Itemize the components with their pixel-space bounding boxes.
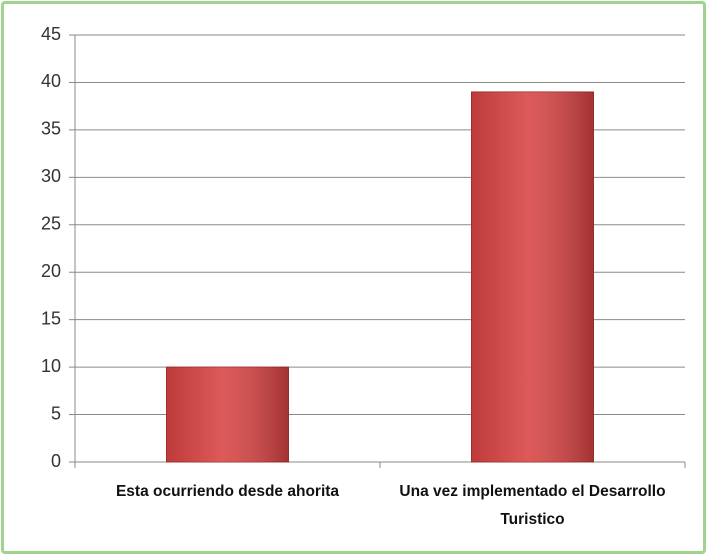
y-tick-label: 15	[41, 308, 61, 328]
y-tick-label: 25	[41, 214, 61, 234]
y-tick-label: 30	[41, 166, 61, 186]
y-tick-label: 10	[41, 356, 61, 376]
x-tick-label: Una vez implementado el Desarrollo Turis…	[399, 483, 666, 528]
y-tick-label: 0	[51, 451, 61, 471]
bar-shade	[166, 367, 289, 462]
y-tick-label: 35	[41, 119, 61, 139]
y-tick-label: 5	[51, 403, 61, 423]
x-tick-label: Esta ocurriendo desde ahorita	[115, 483, 340, 500]
bar-shade	[471, 91, 594, 462]
y-tick-label: 20	[41, 261, 61, 281]
y-tick-label: 40	[41, 71, 61, 91]
y-tick-label: 45	[41, 24, 61, 44]
